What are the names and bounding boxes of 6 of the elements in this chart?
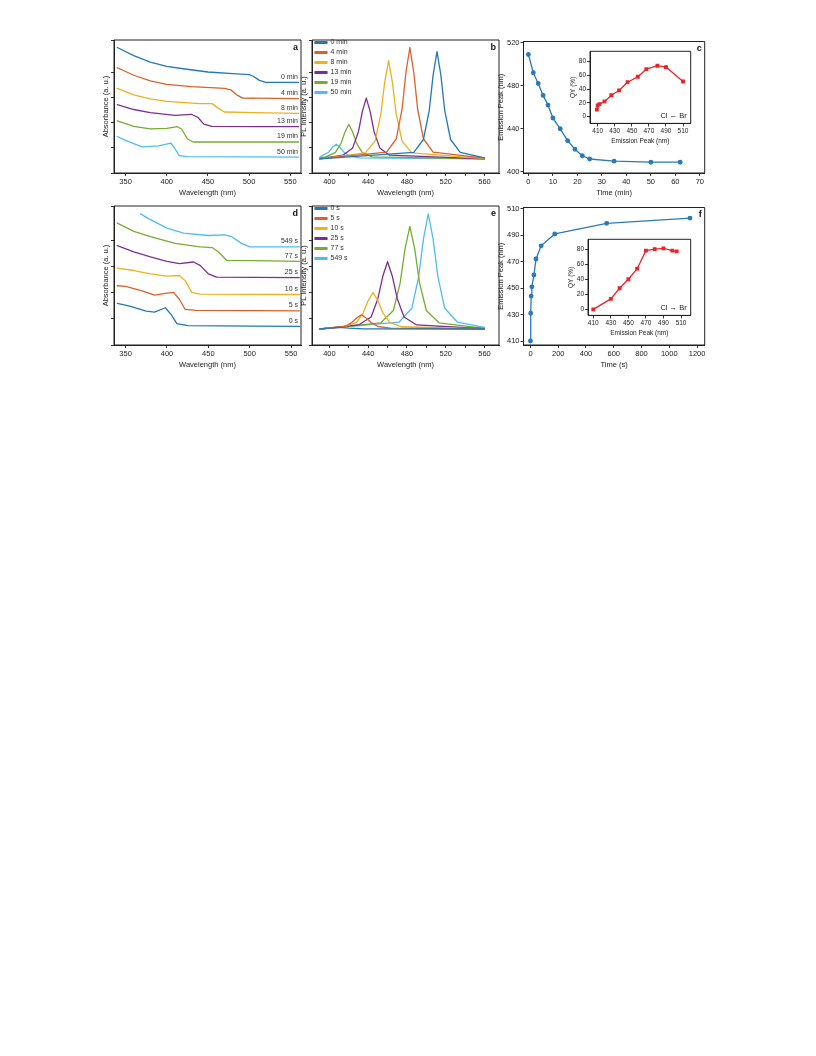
chart-title: f [698, 209, 703, 220]
chart-title: c [696, 43, 702, 54]
chart-title: a [292, 41, 299, 52]
chart-title: b [490, 41, 497, 52]
chart-title: e [490, 207, 496, 218]
chart-title: d [292, 207, 298, 218]
